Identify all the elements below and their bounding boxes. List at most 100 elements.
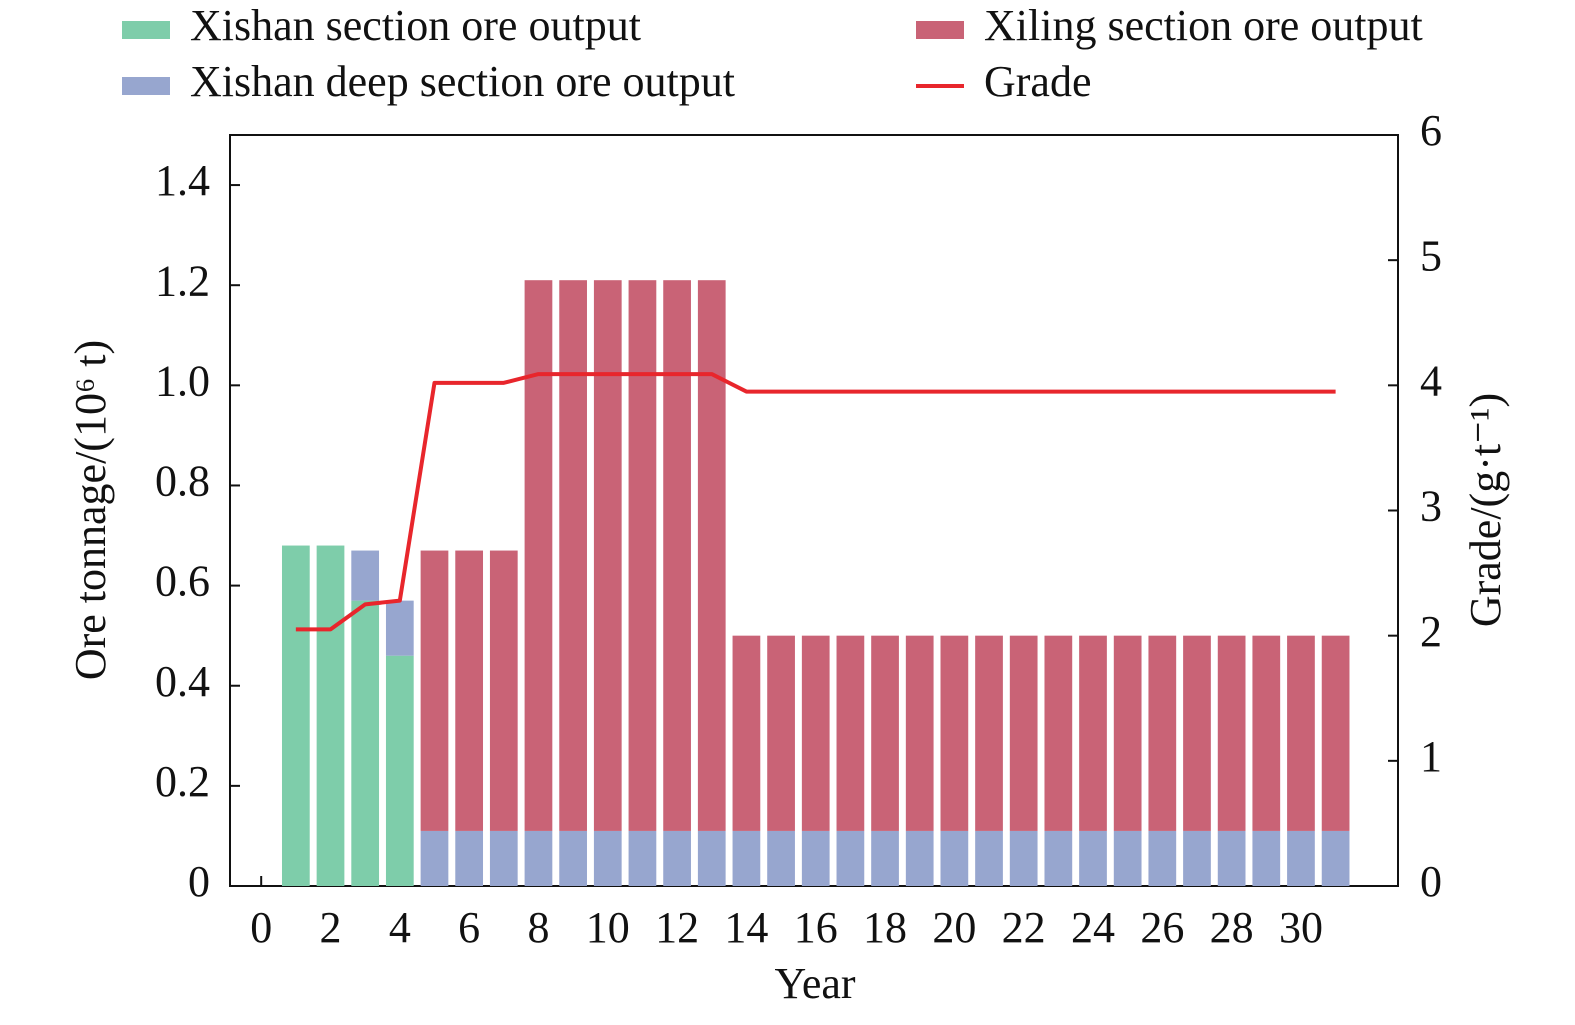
bar-segment — [836, 635, 865, 831]
bar-segment — [1252, 830, 1281, 886]
x-tick-label: 30 — [1279, 903, 1323, 952]
x-axis-label: Year — [774, 959, 855, 1008]
x-tick-label: 2 — [320, 903, 342, 952]
y2-tick-label: 0 — [1420, 857, 1442, 906]
bar-segment — [663, 830, 691, 886]
bar-segment — [559, 830, 587, 886]
x-tick-label: 22 — [1002, 903, 1046, 952]
bar-segment — [455, 830, 484, 886]
bar-segment — [767, 830, 795, 886]
x-tick-label: 6 — [458, 903, 480, 952]
y2-tick-label: 5 — [1420, 231, 1442, 280]
bar-segment — [1217, 635, 1246, 831]
x-tick-label: 10 — [586, 903, 630, 952]
bar-segment — [905, 635, 934, 831]
bar-segment — [801, 635, 830, 831]
bar-segment — [593, 280, 622, 831]
bar-segment — [697, 830, 726, 886]
bar-segment — [1009, 635, 1038, 831]
bar-segment — [1044, 830, 1073, 886]
bar-segment — [697, 280, 726, 831]
bar-segment — [1217, 830, 1246, 886]
bar-segment — [316, 545, 345, 886]
y-tick-label: 0.8 — [155, 457, 210, 506]
bar-segment — [281, 545, 310, 886]
bar-segment — [351, 550, 380, 601]
bar-segment — [559, 280, 587, 831]
bar-segment — [1044, 635, 1073, 831]
x-tick-label: 14 — [724, 903, 768, 952]
y-axis-label: Ore tonnage/(10⁶ t) — [66, 340, 115, 680]
bar-segment — [489, 550, 518, 831]
y2-tick-label: 4 — [1420, 356, 1442, 405]
bar-segment — [905, 830, 934, 886]
legend-label: Grade — [984, 57, 1092, 106]
bar-segment — [767, 635, 795, 831]
bar-segment — [1183, 830, 1211, 886]
x-tick-label: 16 — [794, 903, 838, 952]
bar-segment — [1321, 635, 1350, 831]
bar-segment — [1079, 635, 1107, 831]
bar-segment — [1009, 830, 1038, 886]
bar-segment — [420, 830, 449, 886]
bar-segment — [524, 280, 553, 831]
bar-segment — [628, 280, 657, 831]
bar-segment — [663, 280, 691, 831]
x-tick-label: 4 — [389, 903, 411, 952]
legend-swatch — [916, 21, 964, 39]
legend-label: Xishan deep section ore output — [190, 57, 735, 106]
bar-segment — [628, 830, 657, 886]
bar-segment — [1287, 830, 1315, 886]
x-tick-label: 26 — [1140, 903, 1184, 952]
legend-swatch — [122, 21, 170, 39]
bar-segment — [1321, 830, 1350, 886]
bar-segment — [732, 830, 761, 886]
bar-segment — [975, 830, 1003, 886]
bar-segment — [1113, 830, 1142, 886]
bar-segment — [420, 550, 449, 831]
y-tick-label: 1.0 — [155, 356, 210, 405]
y-tick-label: 1.4 — [155, 156, 210, 205]
y-tick-label: 0.6 — [155, 557, 210, 606]
bar-segment — [1148, 635, 1177, 831]
y2-tick-label: 3 — [1420, 482, 1442, 531]
y2-axis-label: Grade/(g·t⁻¹) — [1461, 393, 1510, 627]
bar-segment — [455, 550, 484, 831]
x-tick-label: 28 — [1210, 903, 1254, 952]
legend-label: Xiling section ore output — [984, 1, 1423, 50]
x-tick-label: 24 — [1071, 903, 1115, 952]
y-tick-label: 0 — [188, 857, 210, 906]
bar-segment — [801, 830, 830, 886]
bar-segment — [940, 635, 969, 831]
y2-tick-label: 2 — [1420, 607, 1442, 656]
bar-segment — [836, 830, 865, 886]
y-tick-label: 0.4 — [155, 657, 210, 706]
legend-swatch — [122, 77, 170, 95]
bar-segment — [1252, 635, 1281, 831]
bar-segment — [1079, 830, 1107, 886]
y2-tick-label: 6 — [1420, 106, 1442, 155]
legend-label: Xishan section ore output — [190, 1, 641, 50]
grade-line — [295, 372, 1336, 632]
bar-segment — [489, 830, 518, 886]
bar-segment — [940, 830, 969, 886]
x-tick-label: 12 — [655, 903, 699, 952]
bar-segment — [871, 830, 899, 886]
y2-tick-label: 1 — [1420, 732, 1442, 781]
bar-segment — [1183, 635, 1211, 831]
bar-segment — [385, 655, 414, 886]
y-tick-label: 1.2 — [155, 256, 210, 305]
bar-segment — [975, 635, 1003, 831]
bar-segment — [351, 600, 380, 886]
bar-segment — [871, 635, 899, 831]
y-tick-label: 0.2 — [155, 757, 210, 806]
bar-segment — [1113, 635, 1142, 831]
bar-segment — [732, 635, 761, 831]
bar-segment — [1148, 830, 1177, 886]
bar-segment — [524, 830, 553, 886]
bar-segment — [385, 600, 414, 656]
x-tick-label: 20 — [932, 903, 976, 952]
x-tick-label: 18 — [863, 903, 907, 952]
x-tick-label: 0 — [250, 903, 272, 952]
